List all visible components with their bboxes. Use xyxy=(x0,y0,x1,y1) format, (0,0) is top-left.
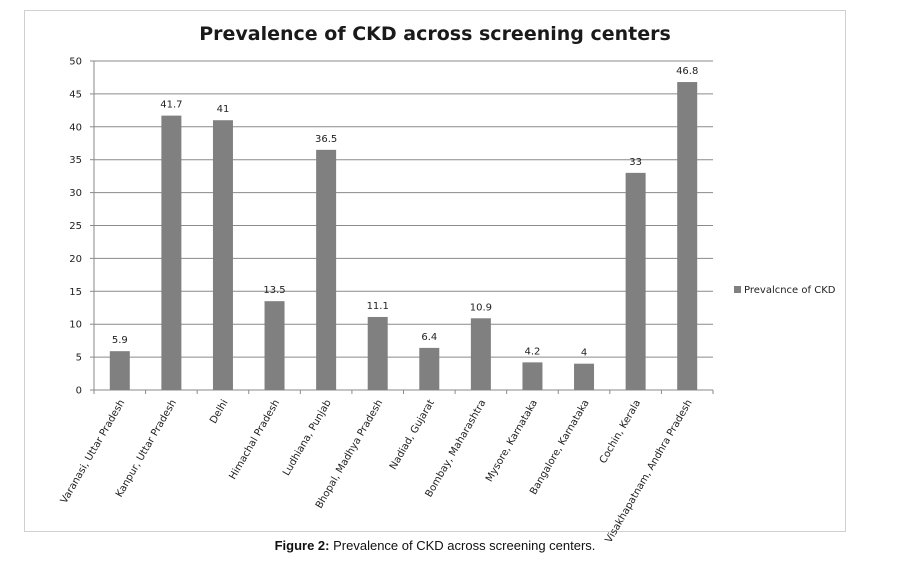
chart-frame xyxy=(24,10,846,532)
x-tick-label: Kanpur, Uttar Pradesh xyxy=(114,398,179,499)
data-label: 4 xyxy=(581,348,587,359)
chart-title: Prevalence of CKD across screening cente… xyxy=(199,23,671,45)
legend-swatch xyxy=(734,286,741,293)
y-tick-label: 35 xyxy=(69,155,82,166)
data-labels: 5.9 41.7 41 13.5 36.5 11.1 6.4 10.9 4.2 4 33 46.8 xyxy=(112,66,699,359)
x-tick-label: Ludhiana, Punjab xyxy=(281,398,333,478)
figure-caption-text: Prevalence of CKD across screening cente… xyxy=(329,538,596,553)
axes: 0 5 10 15 20 25 30 35 40 45 50 xyxy=(69,57,714,397)
x-tick-label: Himachal Pradesh xyxy=(227,398,282,482)
gridlines xyxy=(94,60,713,358)
data-label: 6.4 xyxy=(421,332,437,343)
x-tick-label: Nadiad, Gujarat xyxy=(388,398,437,472)
bar xyxy=(109,351,130,390)
x-tick-label: Bangalore, Karnataka xyxy=(528,398,591,497)
bar xyxy=(161,115,182,390)
y-tick-label: 15 xyxy=(69,287,82,298)
x-tick-label: Mysore, Karnataka xyxy=(484,398,540,484)
bar xyxy=(677,82,698,390)
data-label: 41.7 xyxy=(160,100,182,111)
y-tick-label: 0 xyxy=(76,386,82,397)
data-label: 36.5 xyxy=(315,134,337,145)
bar xyxy=(625,172,646,390)
bars xyxy=(109,82,698,390)
y-tick-label: 30 xyxy=(69,188,82,199)
legend-label: Prevalcnce of CKD xyxy=(744,285,836,296)
legend: Prevalcnce of CKD xyxy=(734,285,836,296)
x-tick-label: Cochin, Kerala xyxy=(598,398,643,466)
data-label: 13.5 xyxy=(263,285,285,296)
data-label: 41 xyxy=(217,104,230,115)
data-label: 11.1 xyxy=(367,301,389,312)
bar xyxy=(522,362,543,390)
data-label: 10.9 xyxy=(470,302,492,313)
x-tick-label: Bombay, Maharashtra xyxy=(424,398,489,499)
data-label: 4.2 xyxy=(525,346,541,357)
figure-caption-label: Figure 2: xyxy=(274,538,330,553)
x-tick-label: Visakhapatnam, Andhra Pradesh xyxy=(604,398,695,545)
y-tick-label: 45 xyxy=(69,89,82,100)
bar xyxy=(367,316,388,390)
x-tick-label: Delhi xyxy=(208,398,230,426)
y-tick-label: 50 xyxy=(69,57,82,68)
bar xyxy=(316,149,337,390)
data-label: 46.8 xyxy=(676,66,698,77)
y-tick-label: 40 xyxy=(69,122,82,133)
bar xyxy=(470,318,491,390)
y-tick-label: 20 xyxy=(69,254,82,265)
bar xyxy=(212,120,233,390)
bar xyxy=(419,347,440,390)
bar xyxy=(264,301,285,390)
data-label: 33 xyxy=(629,157,642,168)
y-tick-label: 5 xyxy=(76,353,82,364)
data-label: 5.9 xyxy=(112,335,128,346)
bar xyxy=(574,363,595,390)
y-tick-label: 10 xyxy=(69,320,82,331)
figure-caption: Figure 2: Prevalence of CKD across scree… xyxy=(0,538,870,553)
y-tick-label: 25 xyxy=(69,221,82,232)
